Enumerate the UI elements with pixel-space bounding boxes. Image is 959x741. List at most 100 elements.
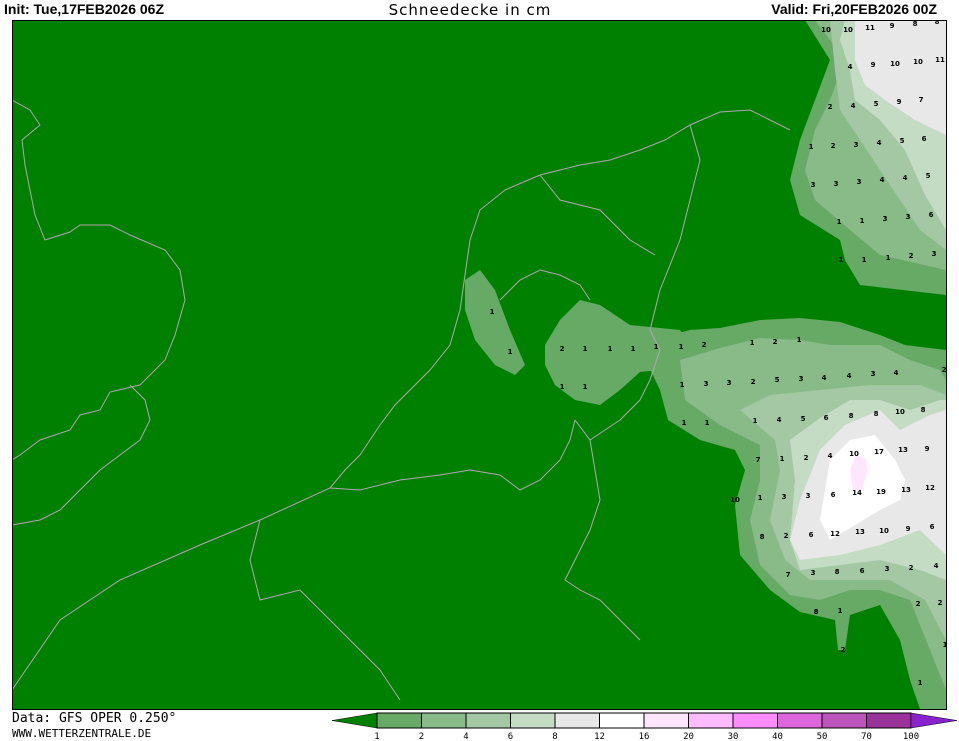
snow-depth-value: 1 xyxy=(753,417,758,425)
snow-depth-value: 4 xyxy=(847,372,852,380)
snow-depth-value: 8 xyxy=(760,533,765,541)
snow-depth-value: 5 xyxy=(926,172,931,180)
snow-depth-value: 1 xyxy=(680,381,685,389)
legend-tick-label: 2 xyxy=(419,732,424,741)
legend-tick-label: 1 xyxy=(374,732,379,741)
snow-depth-value: 2 xyxy=(841,646,846,654)
snow-depth-value: 8 xyxy=(913,20,918,28)
legend-below-arrow xyxy=(331,712,378,729)
legend-swatch xyxy=(821,712,867,729)
legend-swatch xyxy=(465,712,511,729)
snow-depth-value: 8 xyxy=(835,568,840,576)
snow-depth-value: 3 xyxy=(885,565,890,573)
snow-contour-area xyxy=(545,300,690,405)
coastline xyxy=(539,174,656,256)
snow-depth-value: 13 xyxy=(855,528,865,536)
snow-depth-value: 10 xyxy=(879,527,889,535)
snow-depth-value: 6 xyxy=(929,211,934,219)
snow-depth-value: 1 xyxy=(886,254,891,262)
snow-depth-value: 4 xyxy=(877,139,882,147)
legend-tick-label: 16 xyxy=(639,732,650,741)
snow-depth-value: 3 xyxy=(782,493,787,501)
snow-depth-value: 9 xyxy=(925,445,930,453)
legend-swatch xyxy=(688,712,734,729)
snow-depth-value: 17 xyxy=(874,448,884,456)
legend-tick-label: 20 xyxy=(683,732,694,741)
snow-depth-value: 1 xyxy=(508,348,513,356)
snow-contour-area xyxy=(850,455,868,490)
snow-depth-value: 10 xyxy=(849,450,859,458)
snow-depth-value: 1 xyxy=(560,383,565,391)
snow-depth-value: 4 xyxy=(880,176,885,184)
coastline xyxy=(499,269,591,301)
legend-above-arrow xyxy=(910,712,958,729)
coastline xyxy=(12,384,151,526)
snow-depth-value: 4 xyxy=(903,174,908,182)
snow-depth-value: 8 xyxy=(814,608,819,616)
legend-swatch xyxy=(732,712,778,729)
snow-depth-value: 8 xyxy=(935,20,940,26)
snow-depth-value: 4 xyxy=(828,452,833,460)
snow-depth-value: 4 xyxy=(934,562,939,570)
snow-depth-value: 2 xyxy=(702,341,707,349)
legend-tick-label: 8 xyxy=(552,732,557,741)
snow-depth-value: 3 xyxy=(857,178,862,186)
snow-depth-value: 8 xyxy=(874,410,879,418)
legend-tick-label: 50 xyxy=(817,732,828,741)
snow-depth-value: 3 xyxy=(834,180,839,188)
snow-depth-value: 2 xyxy=(916,600,921,608)
snow-depth-value: 2 xyxy=(828,103,833,111)
legend-swatch xyxy=(421,712,467,729)
snow-depth-value: 2 xyxy=(909,252,914,260)
snow-depth-value: 3 xyxy=(883,215,888,223)
color-legend: 1 2 4 6 8 12 16 20 30 40 50 70 100 xyxy=(331,712,958,741)
legend-tick-label: 30 xyxy=(728,732,739,741)
snow-depth-value: 3 xyxy=(806,492,811,500)
snow-depth-value: 1 xyxy=(758,494,763,502)
snow-contours xyxy=(465,20,946,709)
snow-depth-value: 5 xyxy=(801,415,806,423)
snow-depth-value: 1 xyxy=(682,419,687,427)
snow-depth-value: 1 xyxy=(780,455,785,463)
snow-depth-value: 1 xyxy=(918,679,923,687)
snow-depth-value: 1 xyxy=(837,218,842,226)
snow-depth-value: 10 xyxy=(913,58,923,66)
snow-depth-value: 7 xyxy=(919,96,924,104)
snow-depth-value: 6 xyxy=(922,135,927,143)
snow-depth-value: 12 xyxy=(925,484,935,492)
snow-depth-value: 7 xyxy=(786,571,791,579)
snow-depth-value: 6 xyxy=(831,491,836,499)
snow-depth-map: 10 10 11 9 8 84 9 10 10 112 4 5 9 71 2 3 4 5 63 3 3 4 4 51 1 3 3 61… xyxy=(12,20,947,710)
legend-swatch xyxy=(777,712,823,729)
snow-depth-value: 1 xyxy=(838,607,843,615)
snow-depth-value: 6 xyxy=(809,531,814,539)
snow-depth-value: 3 xyxy=(906,213,911,221)
snow-depth-value: 1 xyxy=(679,343,684,351)
snow-depth-value: 4 xyxy=(894,369,899,377)
website: WWW.WETTERZENTRALE.DE xyxy=(12,727,152,740)
legend-swatch xyxy=(554,712,600,729)
snow-depth-value: 6 xyxy=(824,414,829,422)
snow-depth-value: 1 xyxy=(797,336,802,344)
snow-depth-value: 2 xyxy=(831,142,836,150)
snow-depth-value: 1 xyxy=(809,143,814,151)
coastline xyxy=(589,124,701,441)
snow-depth-value: 2 xyxy=(560,345,565,353)
point-labels: 10 10 11 9 8 84 9 10 10 112 4 5 9 71 2 3 4 5 63 3 3 4 4 51 1 3 3 61… xyxy=(490,20,947,687)
coastline xyxy=(249,519,401,701)
snow-depth-value: 3 xyxy=(811,569,816,577)
snow-depth-value: 1 xyxy=(860,217,865,225)
snow-depth-value: 3 xyxy=(854,141,859,149)
snow-depth-value: 9 xyxy=(897,98,902,106)
snow-depth-value: 10 xyxy=(821,26,831,34)
snow-depth-value: 9 xyxy=(871,61,876,69)
legend-tick-label: 40 xyxy=(772,732,783,741)
snow-depth-value: 11 xyxy=(865,24,875,32)
snow-depth-value: 3 xyxy=(799,375,804,383)
snow-depth-value: 6 xyxy=(860,567,865,575)
snow-depth-value: 6 xyxy=(930,523,935,531)
snow-depth-value: 2 xyxy=(751,378,756,386)
snow-depth-value: 3 xyxy=(932,250,937,258)
snow-depth-value: 2 xyxy=(804,454,809,462)
snow-depth-value: 2 xyxy=(773,338,778,346)
